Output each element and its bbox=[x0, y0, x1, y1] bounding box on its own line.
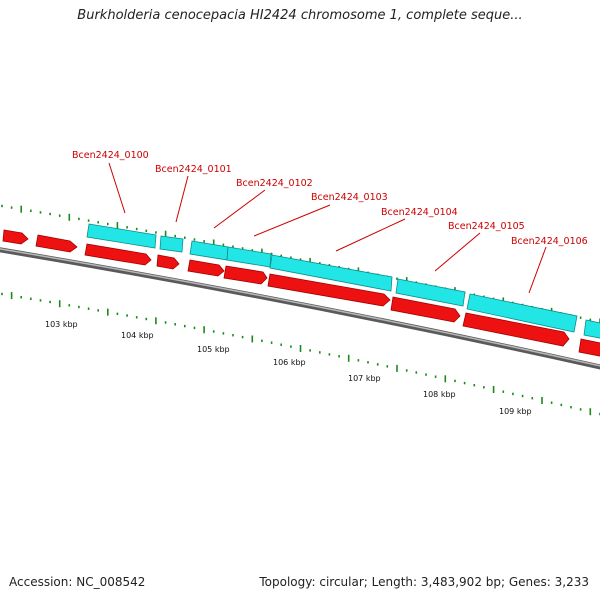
gene-label[interactable]: Bcen2424_0102 bbox=[236, 178, 313, 189]
lower-tick-row bbox=[1, 292, 600, 416]
reverse-strand-genes bbox=[2, 229, 600, 357]
gene-arrow[interactable] bbox=[156, 254, 180, 270]
chromosome-backbone bbox=[0, 247, 600, 370]
gene-arrow[interactable] bbox=[390, 296, 461, 323]
kbp-scale-labels: 103 kbp 104 kbp 105 kbp 106 kbp 107 kbp … bbox=[45, 320, 532, 416]
accession-label: Accession: NC_008542 bbox=[9, 575, 146, 589]
chromosome-backbone-highlight bbox=[0, 248, 600, 367]
gene-bar[interactable] bbox=[159, 235, 184, 253]
gene-label-leaders bbox=[108, 162, 547, 294]
gene-label[interactable]: Bcen2424_0103 bbox=[311, 192, 388, 203]
gene-bar[interactable] bbox=[86, 223, 157, 249]
gene-label[interactable]: Bcen2424_0105 bbox=[448, 221, 525, 232]
kbp-label: 103 kbp bbox=[45, 320, 78, 329]
gene-arrow[interactable] bbox=[187, 259, 225, 277]
forward-strand-genes bbox=[86, 223, 600, 339]
gene-label[interactable]: Bcen2424_0104 bbox=[381, 207, 458, 218]
gene-labels: Bcen2424_0100 Bcen2424_0101 Bcen2424_010… bbox=[72, 150, 588, 247]
kbp-label: 106 kbp bbox=[273, 358, 306, 367]
gene-label[interactable]: Bcen2424_0106 bbox=[511, 236, 588, 247]
gene-bar[interactable] bbox=[583, 319, 600, 339]
gene-arrow[interactable] bbox=[2, 229, 29, 245]
gene-arrow[interactable] bbox=[462, 312, 570, 347]
kbp-label: 109 kbp bbox=[499, 407, 532, 416]
gene-bar[interactable] bbox=[395, 278, 466, 307]
gene-label[interactable]: Bcen2424_0101 bbox=[155, 164, 232, 175]
gene-arrow[interactable] bbox=[223, 265, 268, 285]
gene-bar[interactable] bbox=[189, 240, 229, 261]
gene-bar[interactable] bbox=[226, 246, 272, 268]
gene-label[interactable]: Bcen2424_0100 bbox=[72, 150, 149, 161]
gene-bar[interactable] bbox=[466, 293, 578, 333]
topology-summary: Topology: circular; Length: 3,483,902 bp… bbox=[259, 575, 589, 589]
gene-arrow[interactable] bbox=[267, 273, 391, 307]
gene-arrow[interactable] bbox=[578, 338, 600, 357]
gene-arrow[interactable] bbox=[84, 243, 152, 266]
map-title: Burkholderia cenocepacia HI2424 chromoso… bbox=[77, 8, 523, 23]
gene-bar[interactable] bbox=[269, 254, 393, 292]
kbp-label: 105 kbp bbox=[197, 345, 230, 354]
kbp-label: 107 kbp bbox=[348, 374, 381, 383]
gene-arrow[interactable] bbox=[35, 234, 78, 253]
kbp-label: 108 kbp bbox=[423, 390, 456, 399]
kbp-label: 104 kbp bbox=[121, 331, 154, 340]
